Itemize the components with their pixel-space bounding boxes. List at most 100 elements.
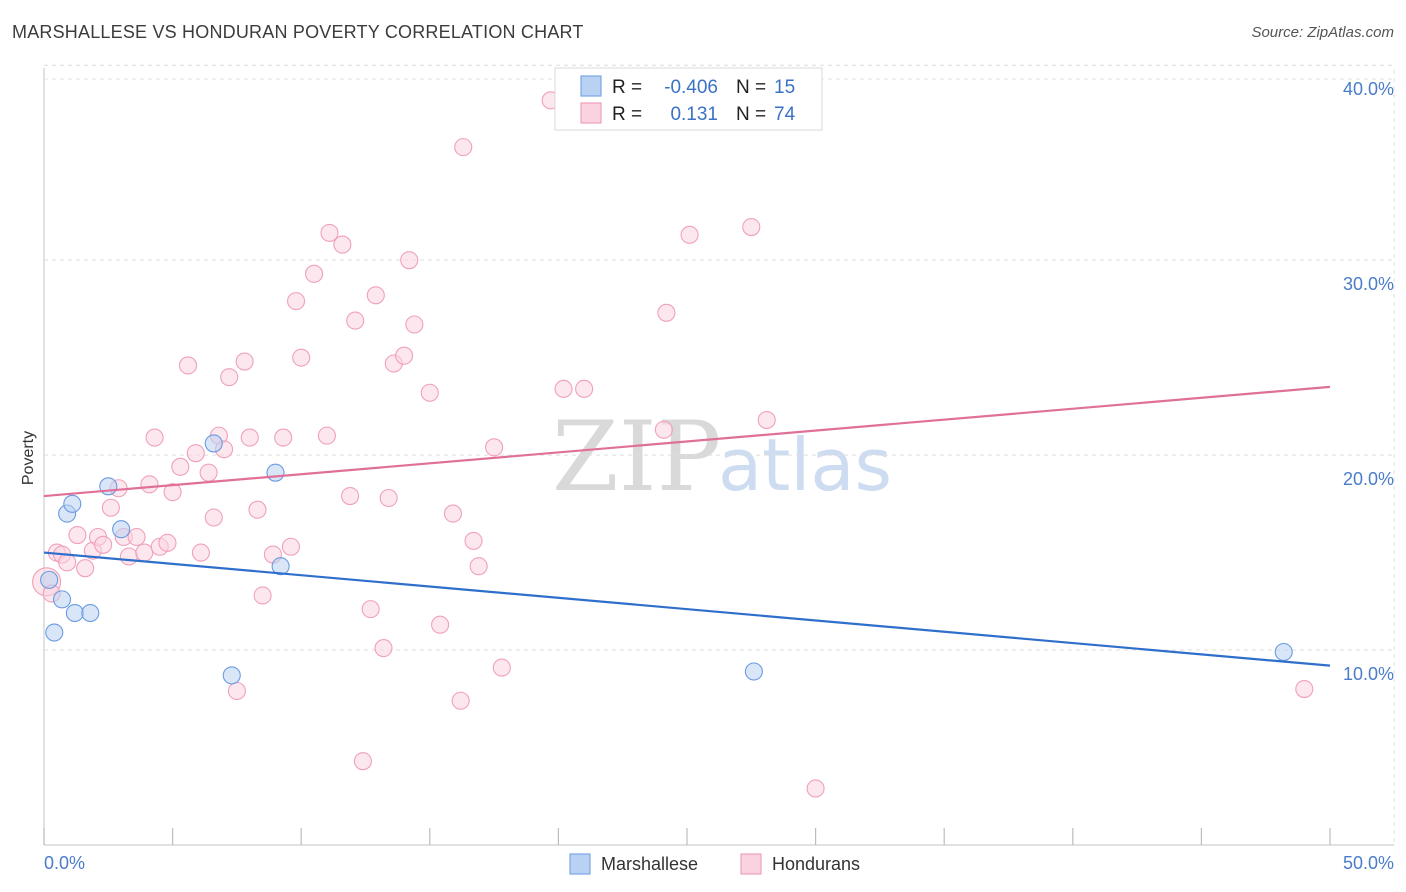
x-tick-label-left: 0.0% — [44, 853, 85, 873]
hondurans-point-44 — [341, 487, 360, 506]
hondurans-point-34 — [253, 586, 272, 605]
hondurans-point-65 — [554, 379, 573, 398]
hondurans-point-36 — [274, 428, 293, 447]
hondurans-point-6 — [76, 559, 95, 578]
y-axis-title: Poverty — [20, 431, 37, 485]
hondurans-point-43 — [333, 235, 352, 254]
hondurans-point-24 — [191, 543, 210, 562]
grid-lines — [44, 64, 1395, 845]
hondurans-point-23 — [186, 444, 205, 463]
hondurans-point-71 — [757, 410, 776, 430]
hondurans-point-60 — [464, 531, 483, 550]
correlation-legend: R = -0.406 N = 15 R = 0.131 N = 74 — [554, 67, 823, 131]
marshallese-point-8 — [112, 520, 131, 539]
legend-r-value-marshallese: -0.406 — [664, 77, 718, 98]
hondurans-point-14 — [127, 527, 146, 547]
hondurans-point-73 — [1295, 679, 1314, 699]
hondurans-point-17 — [145, 428, 164, 447]
marshallese-point-2 — [52, 590, 72, 609]
source-label: Source: ZipAtlas.com — [1251, 24, 1394, 41]
hondurans-point-41 — [317, 426, 336, 445]
bottom-legend-swatch-hondurans — [740, 853, 762, 875]
hondurans-point-56 — [431, 615, 450, 634]
hondurans-point-37 — [281, 537, 300, 556]
hondurans-point-52 — [395, 346, 414, 365]
marshallese-point-4 — [63, 494, 82, 513]
legend-r-label-hondurans: R = — [612, 104, 642, 125]
y-tick-label-3: 40.0% — [1343, 79, 1394, 99]
marshallese-point-7 — [99, 477, 118, 496]
y-tick-label-0: 10.0% — [1343, 664, 1394, 684]
hondurans-point-29 — [220, 368, 239, 387]
y-tick-label-2: 30.0% — [1343, 274, 1394, 294]
chart-title: MARSHALLESE VS HONDURAN POVERTY CORRELAT… — [12, 22, 584, 42]
hondurans-point-59 — [454, 138, 473, 157]
marshallese-point-9 — [204, 434, 223, 453]
bottom-legend-label-marshallese: Marshallese — [601, 854, 698, 874]
hondurans-point-33 — [248, 500, 267, 519]
hondurans-trend-line — [43, 385, 1331, 498]
hondurans-point-48 — [366, 286, 385, 305]
hondurans-point-30 — [227, 681, 246, 701]
marshallese-point-11 — [266, 463, 285, 482]
bottom-legend-label-hondurans: Hondurans — [772, 854, 860, 874]
legend-r-value-hondurans: 0.131 — [670, 104, 718, 125]
hondurans-point-45 — [346, 311, 365, 330]
hondurans-point-63 — [492, 658, 511, 677]
marshallese-point-12 — [271, 557, 290, 576]
hondurans-point-25 — [199, 463, 218, 482]
marshallese-point-0 — [40, 570, 59, 589]
series-hondurans-points — [32, 91, 1314, 798]
legend-swatch-hondurans — [580, 102, 602, 124]
legend-n-label-hondurans: N = — [736, 104, 766, 125]
hondurans-point-32 — [240, 428, 259, 447]
hondurans-point-21 — [171, 457, 190, 476]
hondurans-point-42 — [320, 223, 339, 242]
legend-swatch-marshallese — [580, 75, 602, 97]
hondurans-point-19 — [158, 533, 177, 552]
hondurans-point-16 — [140, 475, 159, 494]
marshallese-point-10 — [222, 666, 241, 685]
hondurans-point-66 — [575, 379, 594, 398]
hondurans-point-67 — [657, 303, 676, 322]
hondurans-point-53 — [400, 251, 419, 270]
hondurans-point-10 — [101, 498, 120, 517]
hondurans-point-40 — [305, 264, 324, 283]
hondurans-point-22 — [178, 356, 198, 375]
hondurans-point-9 — [94, 535, 113, 554]
hondurans-point-31 — [235, 352, 254, 371]
bottom-legend-swatch-marshallese — [569, 853, 591, 875]
hondurans-point-50 — [379, 488, 398, 508]
hondurans-point-46 — [353, 752, 372, 771]
hondurans-point-68 — [654, 420, 673, 439]
marshallese-point-5 — [65, 603, 84, 623]
hondurans-point-38 — [287, 292, 306, 311]
watermark-zip: ZIP — [552, 401, 721, 513]
x-tick-label-right: 50.0% — [1343, 853, 1394, 873]
trend-lines — [43, 385, 1331, 667]
marshallese-point-13 — [744, 662, 763, 681]
hondurans-point-69 — [680, 225, 699, 244]
marshallese-point-6 — [81, 603, 100, 623]
hondurans-point-4 — [58, 553, 77, 572]
y-tick-label-1: 20.0% — [1343, 469, 1394, 489]
axes — [43, 68, 1394, 846]
hondurans-point-26 — [204, 508, 223, 527]
legend-n-value-marshallese: 15 — [774, 77, 795, 98]
hondurans-point-39 — [292, 348, 311, 367]
hondurans-point-70 — [742, 217, 761, 237]
marshallese-trend-line — [43, 551, 1331, 667]
hondurans-point-61 — [469, 557, 488, 576]
legend-n-value-hondurans: 74 — [774, 104, 796, 125]
legend-r-label-marshallese: R = — [612, 77, 642, 98]
hondurans-point-55 — [420, 383, 439, 402]
hondurans-point-49 — [374, 639, 393, 658]
hondurans-point-58 — [451, 691, 470, 710]
series-legend: Marshallese Hondurans — [569, 853, 860, 875]
y-tick-labels: 10.0% 20.0% 30.0% 40.0% — [1343, 79, 1394, 684]
hondurans-point-47 — [361, 600, 380, 619]
hondurans-point-57 — [443, 504, 462, 523]
hondurans-point-62 — [485, 438, 504, 457]
hondurans-point-13 — [119, 547, 138, 566]
